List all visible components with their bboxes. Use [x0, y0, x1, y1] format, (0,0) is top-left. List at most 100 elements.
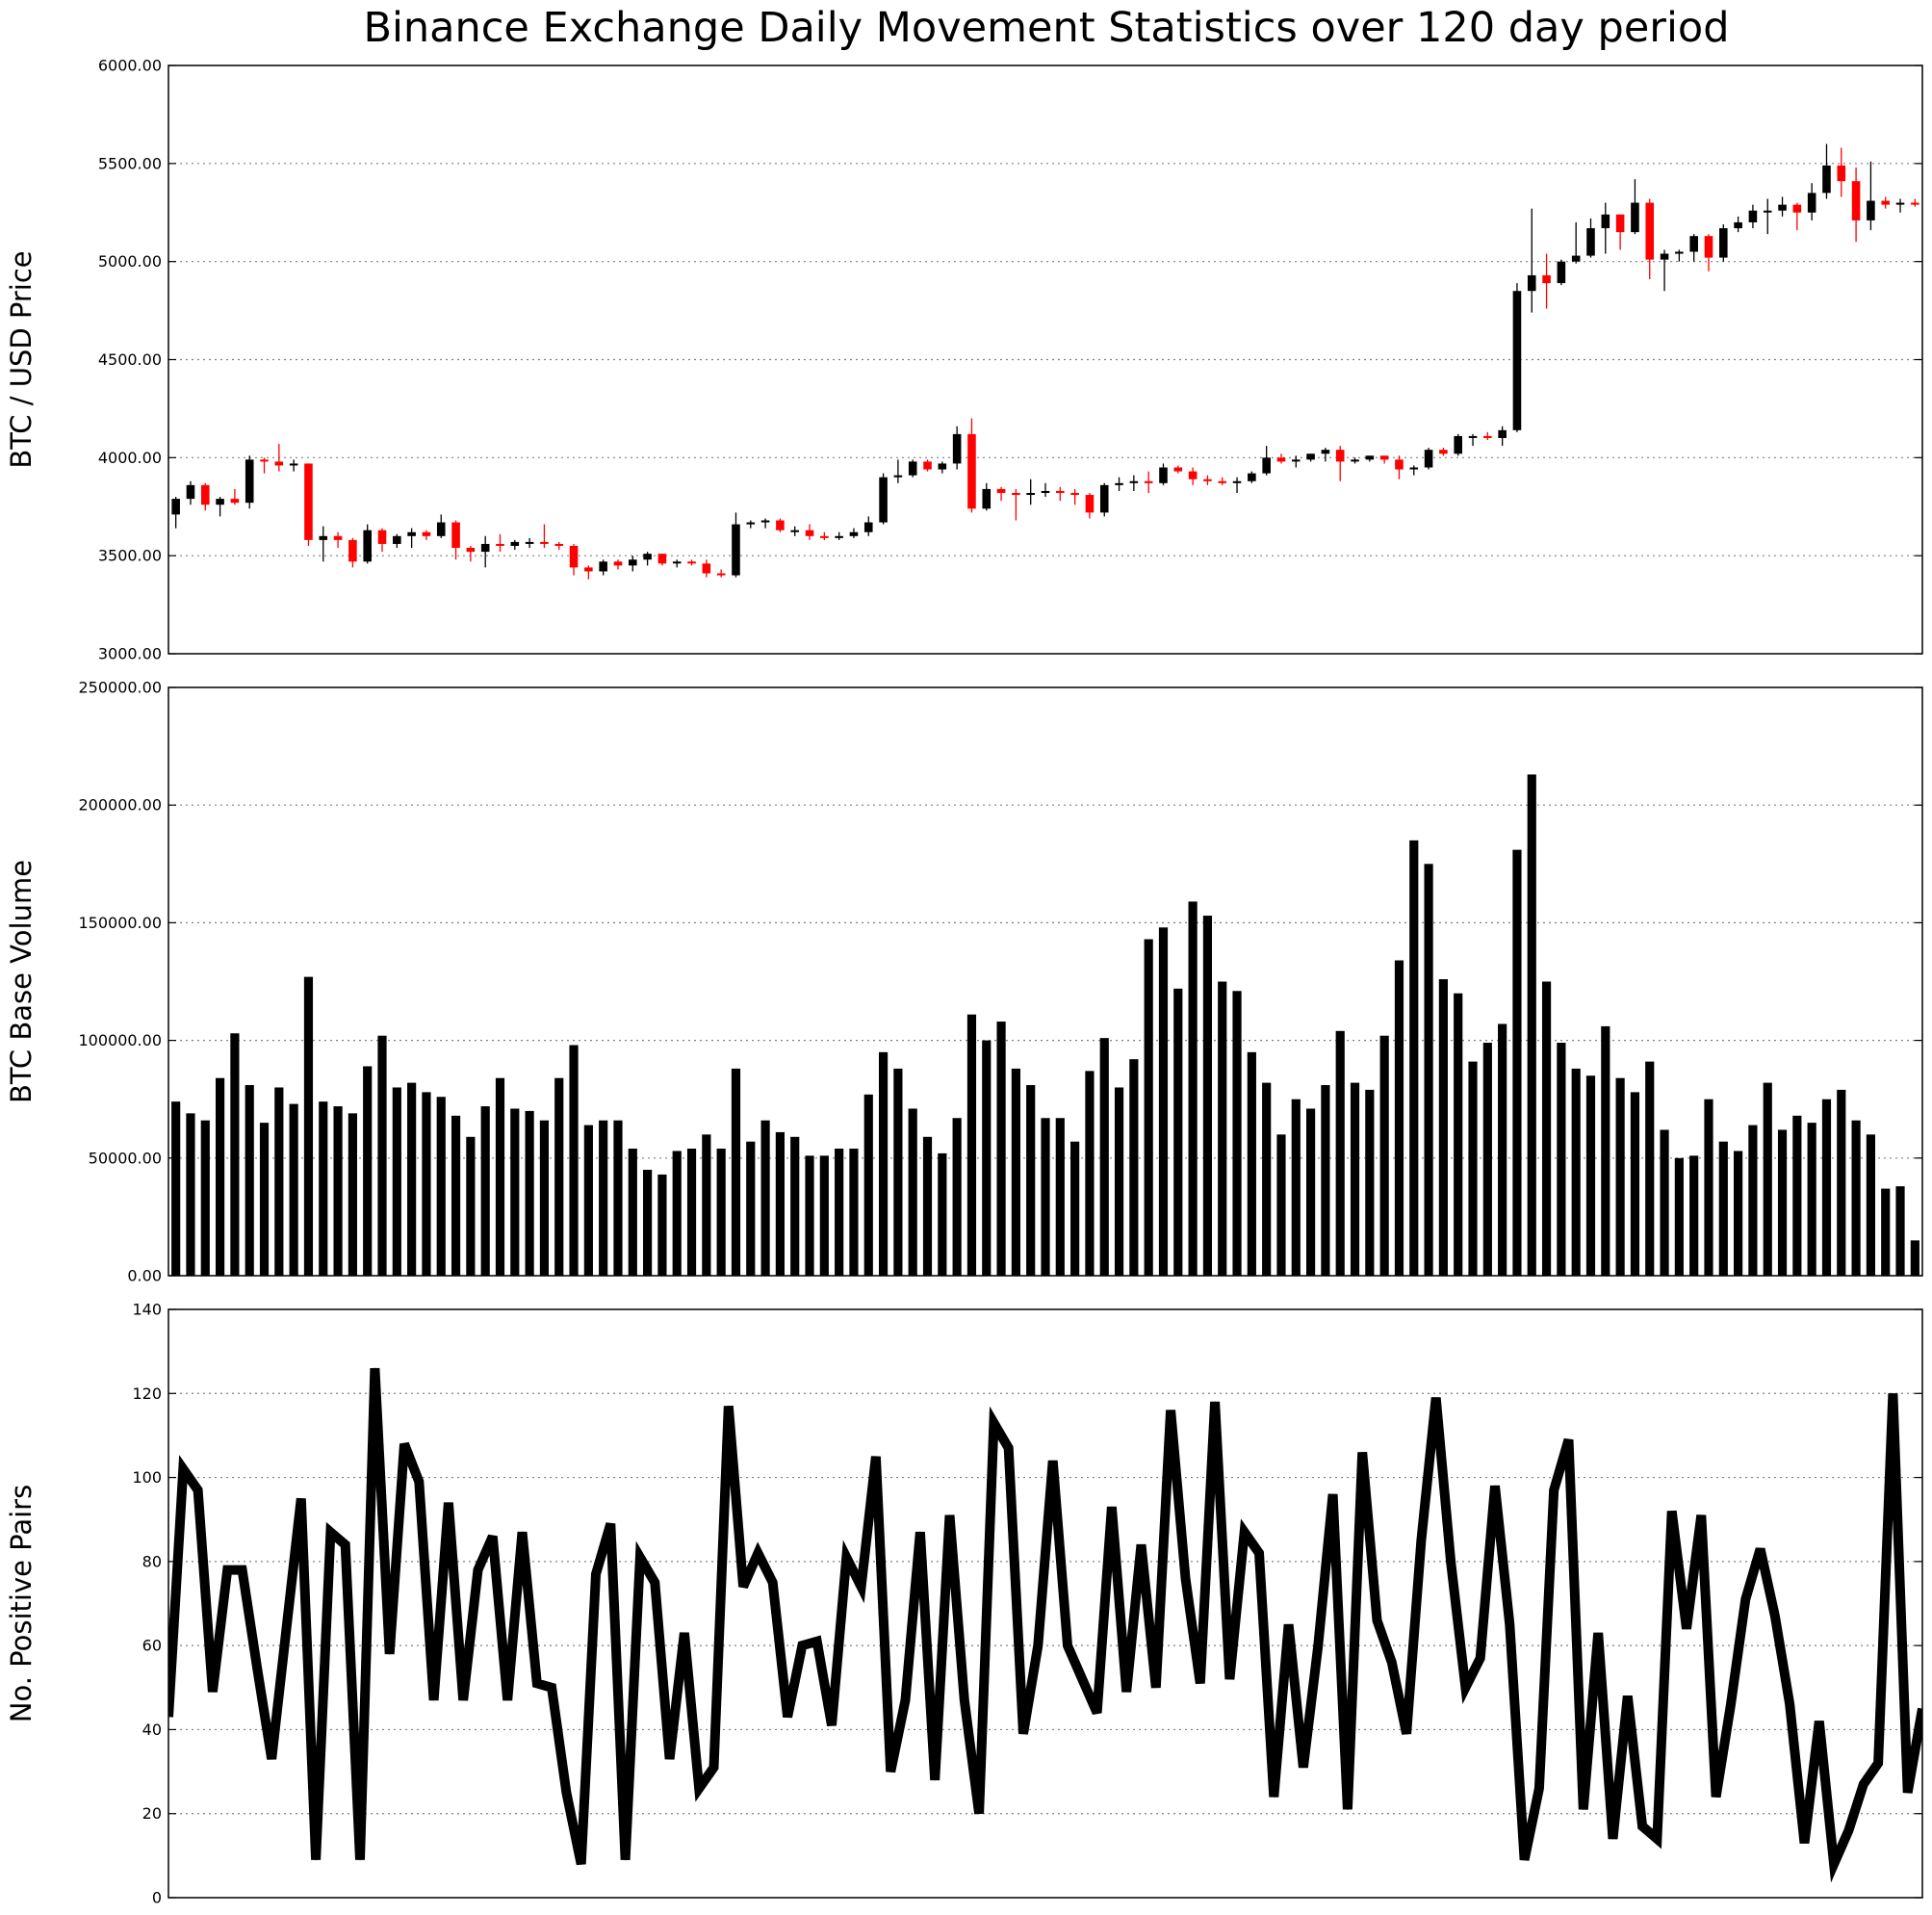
- line-point: [1553, 1489, 1555, 1491]
- line-point: [875, 1456, 877, 1458]
- candle-body: [1689, 236, 1698, 252]
- positive-pairs-line: [168, 1367, 1922, 1883]
- candle: [805, 524, 814, 540]
- candle: [1468, 433, 1478, 447]
- line-point: [1833, 1863, 1835, 1865]
- candle: [1837, 147, 1846, 197]
- y-tick-label: 250000.00: [78, 679, 162, 697]
- volume-bar: [1630, 1092, 1640, 1276]
- line-point: [1420, 1540, 1422, 1541]
- volume-bar: [259, 1123, 270, 1276]
- volume-bar: [1291, 1099, 1301, 1276]
- candle-body: [1218, 480, 1227, 483]
- candle-body: [1248, 473, 1256, 481]
- volume-bar: [1262, 1082, 1272, 1276]
- volume-bar: [746, 1141, 756, 1276]
- candle: [1232, 477, 1242, 493]
- candle-body: [820, 535, 829, 538]
- candle-body: [274, 461, 284, 466]
- candle: [274, 444, 284, 472]
- candle-body: [1571, 255, 1581, 262]
- y-tick-label: 5500.00: [98, 154, 162, 172]
- line-point: [669, 1758, 671, 1760]
- line-point: [831, 1724, 833, 1726]
- candle: [480, 535, 490, 568]
- volume-bar: [422, 1092, 431, 1276]
- line-point: [197, 1489, 199, 1491]
- candle: [1748, 204, 1758, 229]
- line-point: [1700, 1514, 1702, 1516]
- candle: [510, 539, 520, 551]
- candle: [540, 524, 549, 549]
- candle-body: [923, 461, 932, 470]
- candle: [1321, 448, 1330, 462]
- candle: [760, 518, 770, 529]
- volume-bar: [583, 1125, 593, 1276]
- line-point: [1376, 1619, 1378, 1621]
- volume-bar: [407, 1082, 417, 1276]
- candle-body: [436, 522, 446, 536]
- candle-body: [643, 554, 652, 560]
- line-point: [1273, 1796, 1275, 1798]
- y-tick-label: 100000.00: [78, 1031, 162, 1049]
- volume-bar: [1011, 1068, 1020, 1276]
- candle: [1689, 234, 1698, 262]
- line-point: [889, 1771, 891, 1773]
- candle-body: [1041, 490, 1050, 493]
- candle-body: [363, 530, 372, 562]
- line-point: [536, 1682, 538, 1684]
- volume-bar: [554, 1077, 564, 1276]
- line-point: [1288, 1623, 1290, 1625]
- candle: [982, 482, 992, 511]
- line-point: [1464, 1687, 1466, 1689]
- line-point: [1480, 1657, 1481, 1659]
- candle: [716, 569, 726, 578]
- line-point: [448, 1502, 450, 1504]
- y-tick-label: 0.00: [127, 1267, 162, 1285]
- y-tick-label: 150000.00: [78, 914, 162, 932]
- volume-bar: [1645, 1061, 1655, 1276]
- line-point: [654, 1582, 656, 1584]
- candle-body: [260, 459, 269, 462]
- volume-bar: [1424, 864, 1433, 1276]
- volume-bar: [1055, 1118, 1065, 1276]
- candle-body: [1335, 450, 1345, 462]
- candle-body: [1557, 261, 1566, 284]
- candle-body: [1203, 479, 1212, 481]
- line-point: [919, 1531, 921, 1533]
- volume-bar: [392, 1087, 401, 1276]
- line-point: [1067, 1644, 1069, 1646]
- y-tick-label: 3000.00: [98, 645, 162, 663]
- candle: [1763, 198, 1772, 235]
- candle-body: [687, 561, 696, 564]
- volume-bar: [495, 1077, 505, 1276]
- volume-bar: [1041, 1118, 1050, 1276]
- volume-bar: [760, 1120, 770, 1276]
- line-point: [226, 1569, 228, 1571]
- candle-body: [1822, 165, 1831, 194]
- line-point: [713, 1767, 715, 1769]
- candle: [216, 497, 224, 517]
- candle: [1115, 477, 1123, 491]
- candle-body: [1351, 459, 1359, 462]
- line-point: [182, 1468, 184, 1470]
- candle: [643, 552, 652, 566]
- volume-bar: [377, 1035, 387, 1276]
- candle-body: [716, 573, 726, 576]
- candle: [451, 520, 460, 560]
- volume-bar: [908, 1108, 917, 1276]
- volume-bar: [893, 1068, 903, 1276]
- volume-bar: [1379, 1035, 1389, 1276]
- candle-body: [1586, 228, 1595, 256]
- volume-bar: [775, 1131, 785, 1276]
- line-point: [964, 1699, 966, 1701]
- line-point: [1214, 1401, 1216, 1403]
- candle-body: [599, 561, 607, 572]
- volume-bar: [716, 1149, 726, 1276]
- candle: [1173, 465, 1183, 474]
- candle-body: [1188, 471, 1198, 479]
- line-point: [1656, 1838, 1658, 1840]
- volume-bar: [1365, 1089, 1375, 1276]
- candle-body: [879, 477, 888, 523]
- candle: [938, 461, 947, 474]
